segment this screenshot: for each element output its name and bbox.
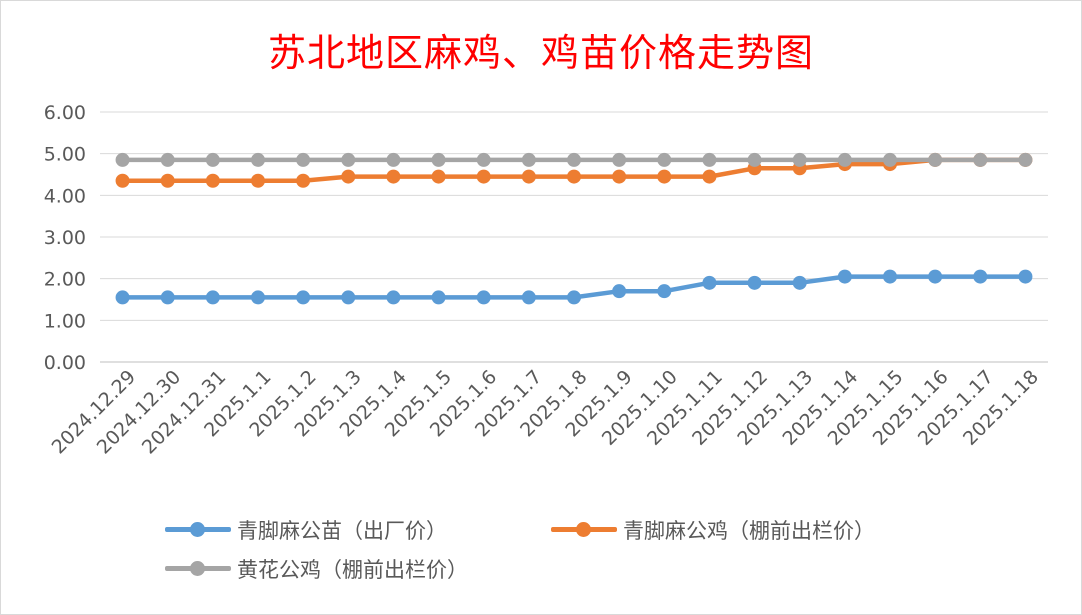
legend-marker <box>551 518 617 542</box>
legend-label: 青脚麻公鸡（棚前出栏价） <box>623 519 875 543</box>
y-axis-ticks: 0.00 1.00 2.00 3.00 4.00 5.00 6.00 <box>44 102 86 374</box>
data-point <box>747 152 762 167</box>
data-point <box>115 290 130 305</box>
data-point <box>928 152 943 167</box>
data-point <box>837 152 852 167</box>
data-point <box>973 269 988 284</box>
data-point <box>296 152 311 167</box>
chart-title: 苏北地区麻鸡、鸡苗价格走势图 <box>267 31 814 75</box>
data-point <box>973 152 988 167</box>
y-tick-label: 6.00 <box>44 102 86 124</box>
data-point <box>747 275 762 290</box>
legend-dot <box>576 522 591 537</box>
data-point <box>1018 269 1033 284</box>
data-point <box>521 290 536 305</box>
legend-dot <box>190 522 205 537</box>
data-point <box>386 290 401 305</box>
data-point <box>928 269 943 284</box>
legend-item-qingjiao-rooster: 青脚麻公鸡（棚前出栏价） <box>551 515 875 545</box>
data-point <box>251 173 265 188</box>
data-point <box>251 152 265 167</box>
data-point <box>251 290 265 305</box>
data-point <box>296 290 311 305</box>
data-point <box>431 152 446 167</box>
data-point <box>702 275 717 290</box>
data-point <box>702 169 717 184</box>
data-point <box>476 290 491 305</box>
x-axis-ticks: 2024.12.292024.12.302024.12.312025.1.120… <box>48 366 1043 458</box>
data-point <box>115 152 130 167</box>
data-point <box>612 152 627 167</box>
data-point <box>883 269 897 284</box>
gridlines <box>100 111 1048 363</box>
data-point <box>521 169 536 184</box>
data-point <box>296 173 311 188</box>
series-lines <box>115 152 1033 305</box>
data-point <box>567 169 581 184</box>
data-point <box>702 152 717 167</box>
data-point <box>476 169 491 184</box>
data-point <box>341 152 356 167</box>
data-point <box>115 173 130 188</box>
data-point <box>476 152 491 167</box>
data-point <box>205 173 220 188</box>
legend-label: 黄花公鸡（棚前出栏价） <box>237 558 468 582</box>
data-point <box>657 169 672 184</box>
data-point <box>160 152 175 167</box>
data-point <box>431 290 446 305</box>
data-point <box>205 290 220 305</box>
data-point <box>386 152 401 167</box>
data-point <box>1018 152 1033 167</box>
data-point <box>612 284 627 299</box>
legend-dot <box>190 561 205 576</box>
y-tick-label: 3.00 <box>44 227 86 249</box>
legend-label: 青脚麻公苗（出厂价） <box>237 519 447 543</box>
data-point <box>205 152 220 167</box>
data-point <box>431 169 446 184</box>
y-tick-label: 0.00 <box>44 352 86 374</box>
series-2 <box>115 152 1033 167</box>
data-point <box>341 290 356 305</box>
data-point <box>160 173 175 188</box>
y-tick-label: 1.00 <box>44 310 86 332</box>
data-point <box>160 290 175 305</box>
data-point <box>883 152 897 167</box>
data-point <box>386 169 401 184</box>
data-point <box>567 290 581 305</box>
series-0 <box>115 269 1033 305</box>
legend-marker <box>165 557 231 581</box>
legend-marker <box>165 518 231 542</box>
data-point <box>792 152 807 167</box>
data-point <box>567 152 581 167</box>
data-point <box>657 284 672 299</box>
data-point <box>837 269 852 284</box>
data-point <box>341 169 356 184</box>
data-point <box>612 169 627 184</box>
y-tick-label: 4.00 <box>44 185 86 207</box>
legend-item-yellow-rooster: 黄花公鸡（棚前出栏价） <box>165 554 468 584</box>
data-point <box>657 152 672 167</box>
y-tick-label: 5.00 <box>44 144 86 166</box>
legend-item-qingjiao-chick: 青脚麻公苗（出厂价） <box>165 515 447 545</box>
data-point <box>521 152 536 167</box>
y-tick-label: 2.00 <box>44 269 86 291</box>
data-point <box>792 275 807 290</box>
